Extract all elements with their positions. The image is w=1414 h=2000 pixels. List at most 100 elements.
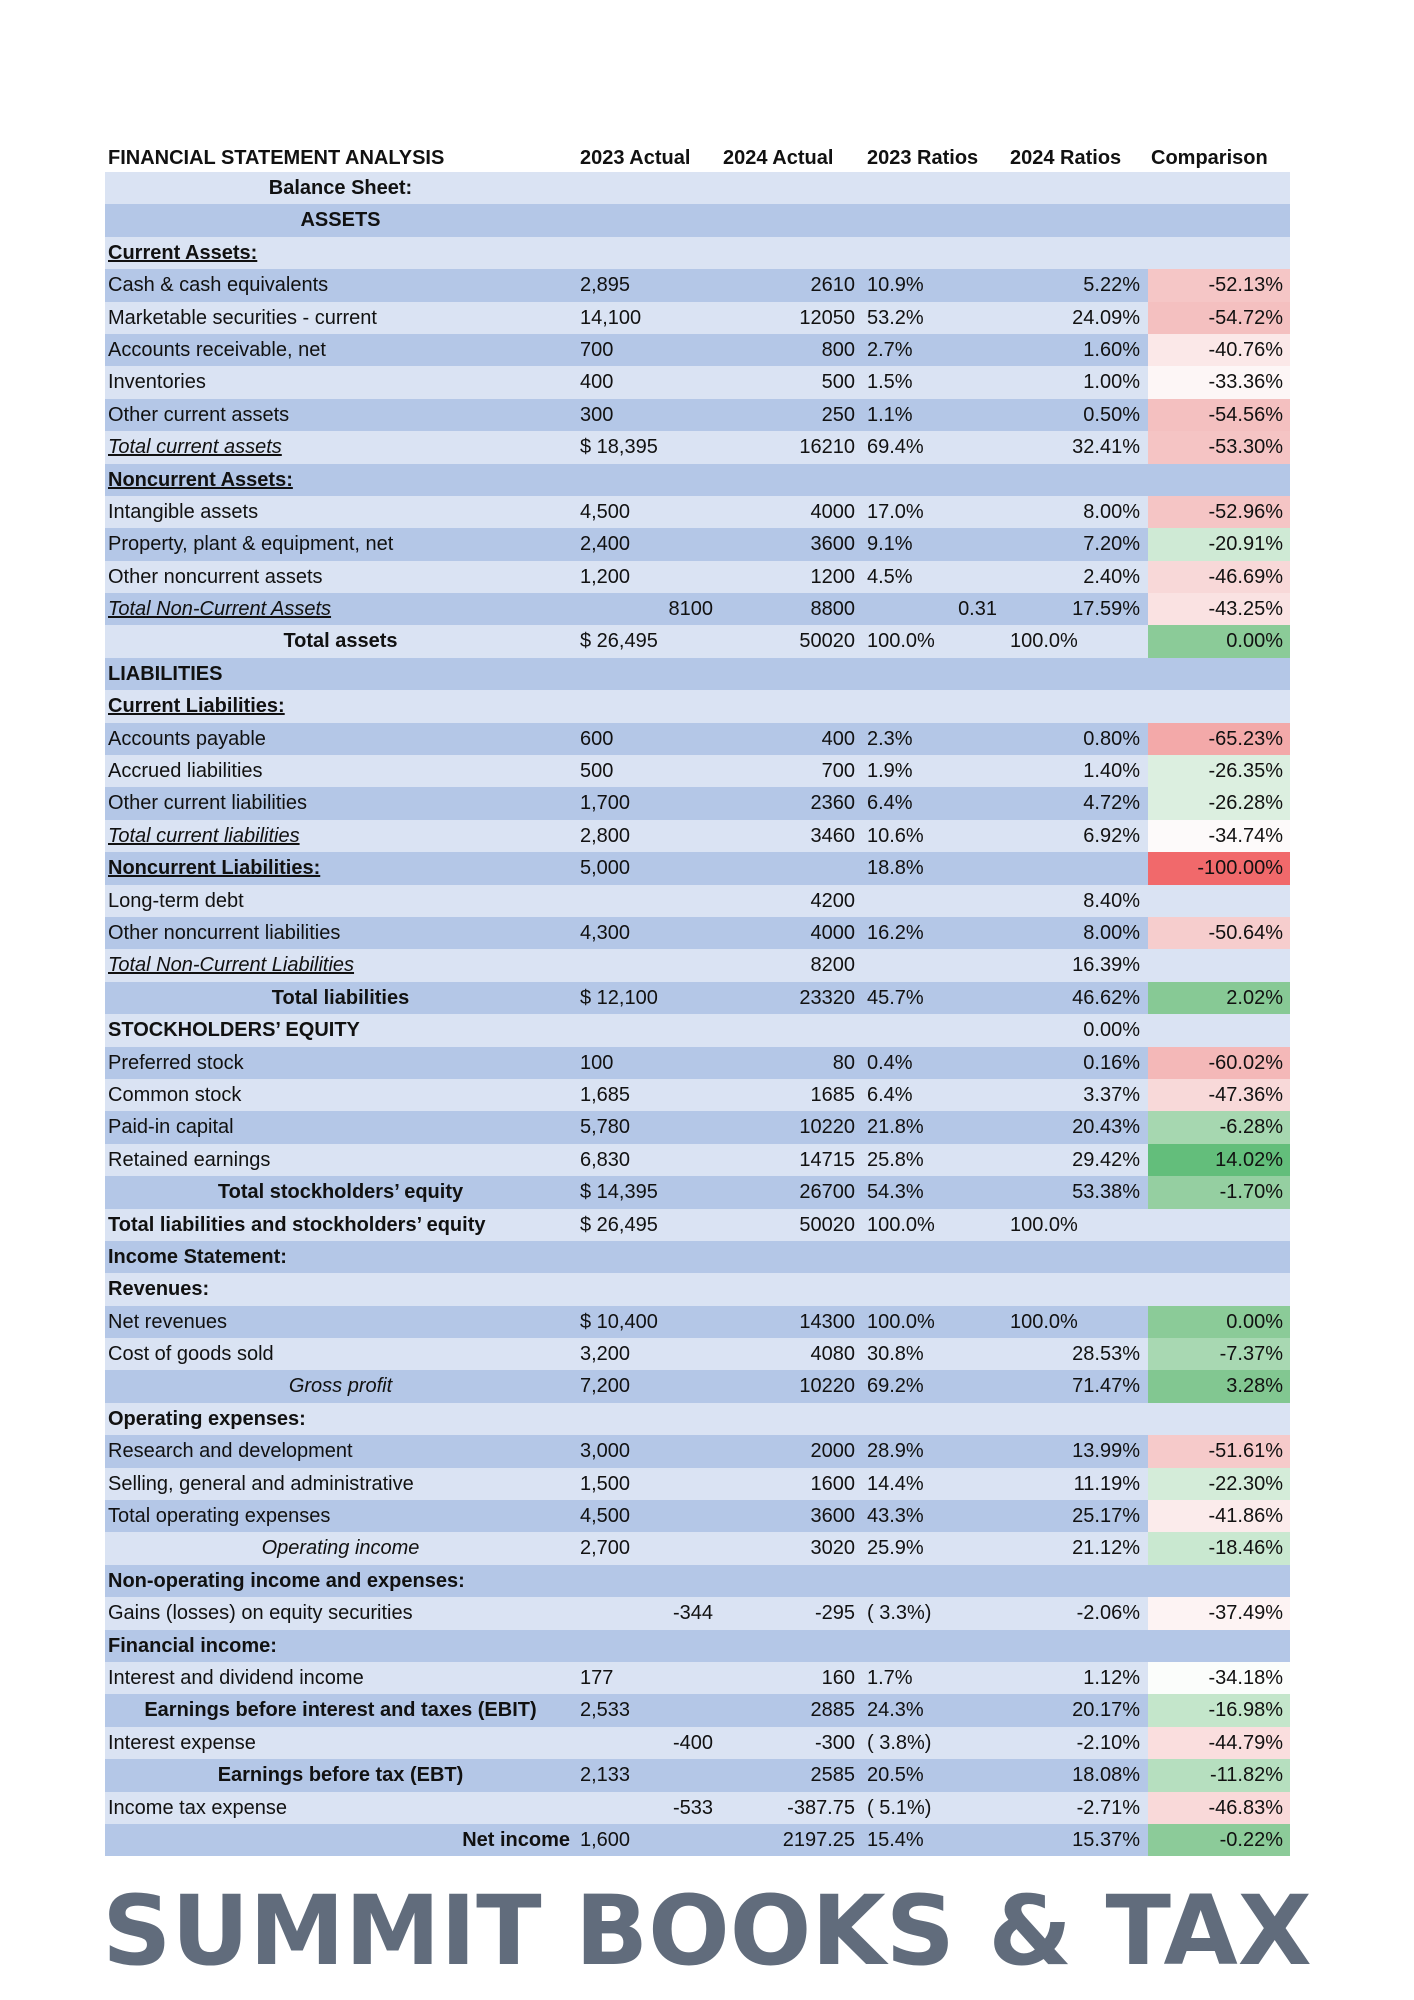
cell-2023-actual: 177 bbox=[580, 1666, 614, 1689]
cell-comparison: -6.28% bbox=[1148, 1111, 1290, 1144]
table-row: Current Liabilities: bbox=[105, 690, 1290, 723]
row-label: Total assets bbox=[283, 630, 398, 653]
cell-2023-ratio: 14.4% bbox=[867, 1472, 924, 1495]
cell-2023-ratio: ( 5.1%) bbox=[867, 1796, 932, 1819]
row-label: Property, plant & equipment, net bbox=[108, 533, 394, 556]
table-row: Inventories 400 500 1.5% 1.00% -33.36% bbox=[105, 366, 1290, 399]
cell-2023-actual: 1,685 bbox=[580, 1083, 631, 1106]
row-label: Total liabilities bbox=[271, 986, 410, 1009]
row-label: Gross profit bbox=[288, 1375, 393, 1398]
header-2024-actual: 2024 Actual bbox=[723, 147, 834, 169]
table-row: Total Non-Current Assets 8100 8800 0.31 17.5… bbox=[105, 593, 1290, 626]
row-label: Interest expense bbox=[108, 1731, 256, 1754]
cell-2024-actual: 4000 bbox=[810, 921, 856, 944]
cell-comparison: -44.79% bbox=[1148, 1726, 1290, 1760]
cell-2024-ratio: 46.62% bbox=[1072, 986, 1140, 1009]
cell-2023-ratio: 100.0% bbox=[867, 630, 935, 653]
table-row: Cash & cash equivalents 2,895 2610 10.9% 5.2… bbox=[105, 269, 1290, 302]
cell-2023-ratio: 1.9% bbox=[867, 760, 913, 783]
cell-2024-actual: 400 bbox=[821, 727, 855, 750]
cell-2023-ratio: 28.9% bbox=[867, 1440, 924, 1463]
financial-table: Balance Sheet: ASSETS Current Assets: Cash … bbox=[105, 172, 1290, 1857]
row-label: Earnings before tax (EBT) bbox=[217, 1764, 464, 1787]
cell-comparison: -34.18% bbox=[1148, 1661, 1290, 1695]
cell-2024-ratio: 20.17% bbox=[1072, 1699, 1140, 1722]
header-2024-ratios: 2024 Ratios bbox=[1010, 147, 1122, 169]
cell-comparison: -22.30% bbox=[1148, 1467, 1290, 1501]
table-row: Operating income 2,700 3020 25.9% 21.12% -18.… bbox=[105, 1532, 1290, 1565]
table-row: Other current liabilities 1,700 2360 6.4% 4.… bbox=[105, 787, 1290, 820]
cell-2023-actual: 1,500 bbox=[580, 1472, 631, 1495]
row-label: Selling, general and administrative bbox=[108, 1472, 414, 1495]
cell-2024-ratio: 25.17% bbox=[1072, 1505, 1140, 1528]
cell-2023-actual: 3,000 bbox=[580, 1440, 631, 1463]
row-label: Net income bbox=[462, 1828, 570, 1851]
cell-2024-ratio: 1.12% bbox=[1083, 1666, 1140, 1689]
cell-2023-actual: 14,100 bbox=[580, 306, 642, 329]
table-row: Noncurrent Assets: bbox=[105, 463, 1290, 496]
cell-2023-actual: 4,500 bbox=[580, 500, 631, 523]
table-row: Net revenues $ 10,400 14300 100.0% 100.0% 0.0… bbox=[105, 1305, 1290, 1339]
cell-2024-ratio: 71.47% bbox=[1072, 1375, 1140, 1398]
cell-comparison: -11.82% bbox=[1148, 1759, 1290, 1792]
cell-2023-actual: $ 26,495 bbox=[580, 1213, 658, 1236]
cell-comparison: -34.74% bbox=[1148, 819, 1290, 853]
row-label: Non-operating income and expenses: bbox=[108, 1569, 465, 1592]
table-row: Other noncurrent assets 1,200 1200 4.5% 2.40… bbox=[105, 560, 1290, 594]
cell-2023-ratio: 53.2% bbox=[867, 306, 924, 329]
cell-2023-actual: $ 14,395 bbox=[580, 1181, 658, 1204]
table-row: Other noncurrent liabilities 4,300 4000 16.… bbox=[105, 916, 1290, 950]
cell-comparison: 0.00% bbox=[1148, 625, 1290, 658]
cell-2024-actual: -300 bbox=[814, 1731, 855, 1754]
table-row: Current Assets: bbox=[105, 236, 1290, 270]
row-label: Paid-in capital bbox=[108, 1116, 234, 1139]
cell-comparison: -47.36% bbox=[1148, 1078, 1290, 1112]
cell-2024-actual: 4080 bbox=[810, 1343, 856, 1366]
cell-2024-actual: 700 bbox=[821, 760, 855, 783]
row-label: Inventories bbox=[108, 371, 206, 394]
cell-comparison: 0.00% bbox=[1148, 1305, 1290, 1339]
cell-2024-actual: 12050 bbox=[799, 306, 855, 329]
cell-2024-ratio: 16.39% bbox=[1072, 954, 1140, 977]
cell-2024-ratio: 8.00% bbox=[1083, 921, 1140, 944]
row-label: Intangible assets bbox=[108, 500, 259, 523]
cell-2023-actual: 3,200 bbox=[580, 1343, 631, 1366]
cell-2024-actual: 1600 bbox=[810, 1472, 856, 1495]
cell-2024-ratio: 13.99% bbox=[1072, 1440, 1140, 1463]
cell-2023-actual: 4,500 bbox=[580, 1505, 631, 1528]
cell-2023-actual: $ 26,495 bbox=[580, 630, 658, 653]
cell-2024-ratio: 100.0% bbox=[1010, 1310, 1078, 1333]
table-row: Interest expense -400 -300 ( 3.8%) -2.10% -44… bbox=[105, 1726, 1290, 1760]
cell-2024-ratio: 0.16% bbox=[1083, 1051, 1140, 1074]
cell-comparison: -20.91% bbox=[1148, 528, 1290, 561]
cell-2023-actual: 600 bbox=[580, 727, 614, 750]
cell-2023-ratio: 24.3% bbox=[867, 1699, 924, 1722]
cell-2024-ratio: 100.0% bbox=[1010, 1213, 1078, 1236]
cell-2023-ratio: ( 3.8%) bbox=[867, 1731, 932, 1754]
cell-2024-ratio: 24.09% bbox=[1072, 306, 1140, 329]
cell-2024-actual: 2000 bbox=[810, 1440, 856, 1463]
cell-2024-actual: 3460 bbox=[810, 824, 856, 847]
cell-2023-actual: 100 bbox=[580, 1051, 614, 1074]
cell-2023-ratio: 54.3% bbox=[867, 1181, 924, 1204]
cell-comparison: -50.64% bbox=[1148, 916, 1290, 950]
cell-2023-actual: 500 bbox=[580, 760, 614, 783]
cell-2023-ratio: 43.3% bbox=[867, 1505, 924, 1528]
row-label: Operating expenses: bbox=[108, 1407, 306, 1430]
row-label: Operating income bbox=[261, 1537, 420, 1560]
cell-2023-ratio: 10.9% bbox=[867, 274, 924, 297]
table-row: Paid-in capital 5,780 10220 21.8% 20.43% -6.2… bbox=[105, 1111, 1290, 1144]
cell-2023-actual: 2,700 bbox=[580, 1537, 631, 1560]
table-row: ASSETS bbox=[105, 204, 1290, 237]
cell-2023-ratio: 16.2% bbox=[867, 921, 924, 944]
cell-2023-ratio: 10.6% bbox=[867, 824, 924, 847]
table-row: Income tax expense -533 -387.75 ( 5.1%) -2.7… bbox=[105, 1791, 1290, 1824]
row-label: Balance Sheet: bbox=[268, 177, 413, 199]
cell-comparison: -54.72% bbox=[1148, 301, 1290, 334]
cell-2024-actual: 2585 bbox=[810, 1764, 856, 1787]
cell-2023-actual: -344 bbox=[672, 1602, 713, 1625]
table-row: Cost of goods sold 3,200 4080 30.8% 28.53% -7… bbox=[105, 1338, 1290, 1371]
cell-2023-ratio: 9.1% bbox=[867, 533, 913, 556]
cell-2023-ratio: 100.0% bbox=[867, 1213, 935, 1236]
row-label: Total Non-Current Assets bbox=[108, 598, 332, 621]
